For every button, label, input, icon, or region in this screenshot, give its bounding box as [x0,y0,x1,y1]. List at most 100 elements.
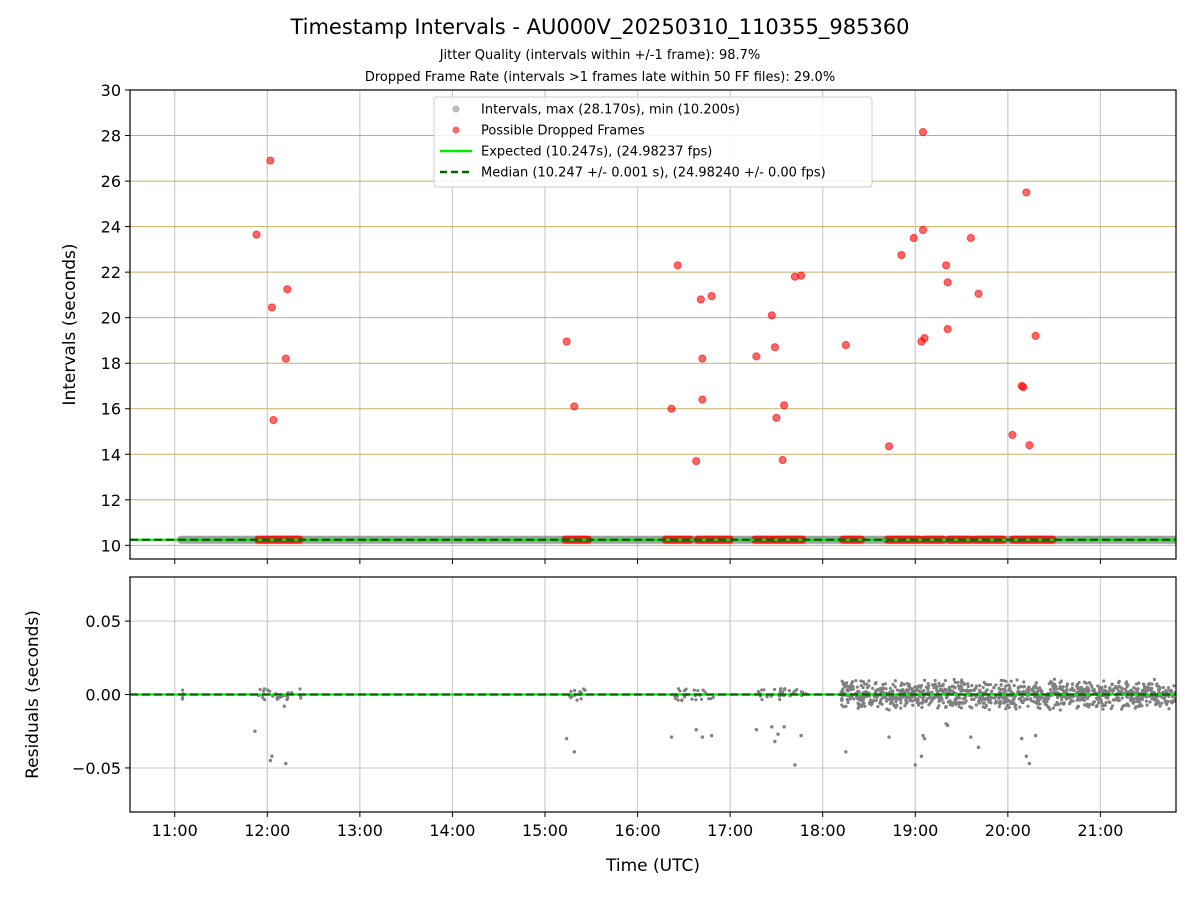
residual-point [919,683,924,688]
residual-point [1059,701,1063,705]
residual-point [932,686,936,690]
residual-point [1062,701,1066,705]
residual-outlier-point [700,735,705,739]
residual-point [1166,686,1171,690]
residual-point [950,684,955,688]
dropped-frame-point [1019,383,1028,392]
residual-point [682,689,687,693]
residual-point [851,684,855,689]
residual-point [854,678,858,683]
residual-point [778,697,782,702]
residual-point [891,689,895,694]
dropped-frame-point [673,261,682,270]
residual-point [848,684,852,688]
residual-point [793,689,797,693]
residual-point [947,685,951,689]
residual-point [1006,683,1011,687]
residual-point [1096,684,1100,688]
residual-point [1077,680,1081,685]
residual-point [855,696,859,700]
residual-point [857,705,861,709]
residual-point [867,684,871,688]
residual-point [1059,697,1064,702]
residual-point [894,705,898,709]
residual-point [884,695,888,699]
residual-point [927,703,931,707]
residual-point [1172,699,1176,704]
residual-point [1059,679,1063,683]
residual-point [694,698,698,702]
x-tick-label: 11:00 [152,821,198,840]
residual-point [959,706,964,710]
residual-point [934,686,939,690]
residual-point [680,698,684,702]
residual-point [840,703,844,707]
residual-point [1137,704,1141,709]
x-tick-label: 18:00 [800,821,846,840]
residual-point [1105,696,1109,700]
residual-point [1145,703,1149,707]
residual-point [1068,688,1072,692]
residual-point [915,700,920,705]
residual-outlier-point [669,735,674,739]
residual-point [924,685,928,689]
residual-point [1029,699,1033,703]
residual-point [898,694,903,699]
residual-y-tick-label: 0.00 [85,686,121,705]
chart-subtitle-jitter: Jitter Quality (intervals within +/-1 fr… [439,48,761,63]
residual-point [908,699,913,703]
residual-y-tick-label: 0.05 [85,612,121,631]
residual-point [1054,685,1058,689]
x-tick-label: 14:00 [429,821,475,840]
dropped-frame-point [909,233,918,243]
residual-point [907,687,911,692]
residual-point [889,701,893,705]
residual-point [1134,682,1139,686]
residual-outlier-point [694,728,698,732]
x-tick-label: 17:00 [707,821,753,840]
residual-point [925,697,929,701]
residual-point [1165,702,1169,707]
residual-point [1163,700,1167,704]
residual-point [899,698,903,702]
chart-subtitle-dropped: Dropped Frame Rate (intervals >1 frames … [364,70,836,85]
residual-point [915,697,919,701]
residual-point [888,686,892,690]
residual-outlier-point [282,704,286,708]
residual-point [1051,685,1055,689]
residual-point [262,687,266,691]
residual-point [780,690,785,694]
residual-outlier-point [921,733,925,738]
residual-point [953,699,957,704]
residual-point [893,685,897,689]
residual-point [918,690,923,694]
dropped-frame-point [269,416,278,425]
residual-point [1069,698,1073,702]
residual-point [1084,681,1088,685]
residual-point [1140,688,1144,693]
residual-point [1150,682,1154,686]
residual-point [1115,686,1119,690]
residual-point [860,698,864,703]
residual-point [1047,682,1051,686]
residual-point [874,698,878,702]
dropped-frame-point [780,401,789,410]
residual-point [903,690,907,694]
residual-point [299,694,303,699]
residual-point [920,696,925,700]
residual-point [931,697,935,701]
residual-point [849,687,854,691]
dropped-frame-point [698,354,707,363]
residual-point [968,705,972,709]
residual-point [1051,706,1055,710]
residual-point [899,706,903,710]
residual-point [1140,697,1145,701]
residual-point [1085,702,1089,706]
residual-point [884,687,888,691]
residual-point [1026,704,1030,708]
residual-point [1124,703,1129,707]
residual-point [873,682,877,686]
legend-entry-label: Median (10.247 +/- 0.001 s), (24.98240 +… [481,166,826,181]
residual-point [904,699,909,703]
dropped-frame-point [562,337,571,346]
